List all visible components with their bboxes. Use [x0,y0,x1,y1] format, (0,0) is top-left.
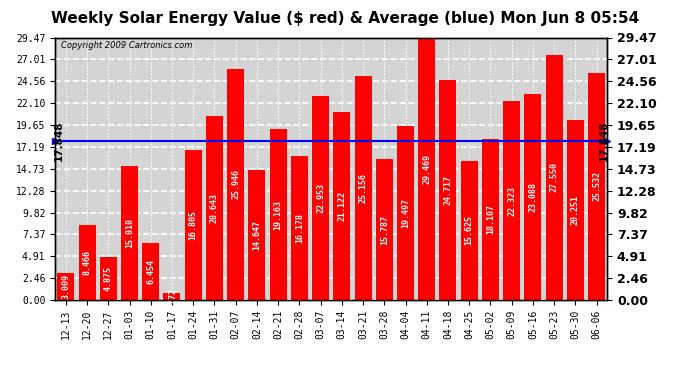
Bar [567,120,584,300]
Bar [546,55,562,300]
Bar [333,112,351,300]
Bar [376,159,393,300]
Text: 17.848: 17.848 [54,121,63,161]
Text: 25.946: 25.946 [231,170,240,200]
Bar [164,293,181,300]
Bar [503,101,520,300]
Bar [291,156,308,300]
Text: 6.454: 6.454 [146,259,155,284]
Text: 22.323: 22.323 [507,186,516,216]
Text: 19.497: 19.497 [401,198,410,228]
Text: 25.156: 25.156 [359,173,368,203]
Bar [227,69,244,300]
Bar [440,80,457,300]
Text: 19.163: 19.163 [274,200,283,230]
Text: 8.466: 8.466 [83,250,92,275]
Bar [524,94,542,300]
Bar [270,129,286,300]
Bar [588,73,605,300]
Text: 3.009: 3.009 [61,274,70,299]
Bar [100,256,117,300]
Text: 29.469: 29.469 [422,154,431,184]
Text: 16.805: 16.805 [188,210,198,240]
Text: 15.787: 15.787 [380,215,388,245]
Text: 4.875: 4.875 [104,266,112,291]
Bar [185,150,201,300]
Text: 15.010: 15.010 [125,218,134,248]
Text: Copyright 2009 Cartronics.com: Copyright 2009 Cartronics.com [61,42,192,51]
Text: 22.953: 22.953 [316,183,325,213]
Text: 15.625: 15.625 [464,215,474,245]
Bar [418,38,435,300]
Text: 20.251: 20.251 [571,195,580,225]
Text: .772: .772 [168,286,177,306]
Bar [482,139,499,300]
Bar [57,273,75,300]
Bar [248,170,266,300]
Bar [461,161,477,300]
Text: 14.647: 14.647 [253,220,262,250]
Bar [206,116,223,300]
Bar [355,76,371,300]
Bar [312,96,329,300]
Text: 20.643: 20.643 [210,193,219,223]
Text: 16.178: 16.178 [295,213,304,243]
Text: 21.122: 21.122 [337,191,346,221]
Text: 27.550: 27.550 [550,162,559,192]
Bar [142,243,159,300]
Text: 25.532: 25.532 [592,171,601,201]
Bar [397,126,414,300]
Text: 17.848: 17.848 [599,121,609,161]
Text: Weekly Solar Energy Value ($ red) & Average (blue) Mon Jun 8 05:54: Weekly Solar Energy Value ($ red) & Aver… [51,11,639,26]
Text: 18.107: 18.107 [486,204,495,234]
Bar [121,166,138,300]
Text: 24.717: 24.717 [444,175,453,205]
Text: 23.088: 23.088 [529,182,538,212]
Bar [79,225,95,300]
